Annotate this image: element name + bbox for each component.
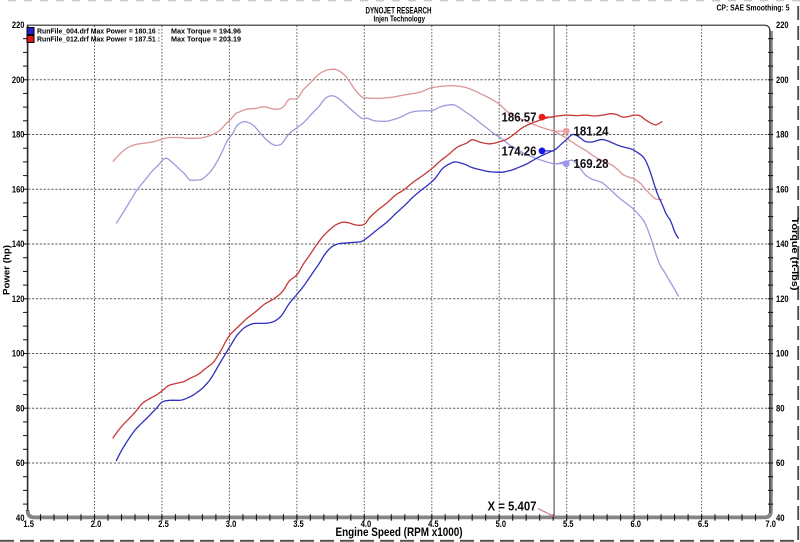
svg-text:120: 120 <box>12 294 25 304</box>
svg-text:120: 120 <box>776 294 789 304</box>
svg-text:160: 160 <box>12 184 25 194</box>
svg-text:2.5: 2.5 <box>158 519 169 529</box>
svg-text:186.57: 186.57 <box>502 110 537 125</box>
svg-text:Torque (ft-lbs): Torque (ft-lbs) <box>790 218 800 291</box>
svg-text:181.24: 181.24 <box>574 124 610 139</box>
svg-text:160: 160 <box>776 184 789 194</box>
svg-text:40: 40 <box>776 513 785 523</box>
svg-text:Power (hp): Power (hp) <box>2 245 12 295</box>
svg-text:RunFile_004.drf Max Power = 18: RunFile_004.drf Max Power = 180.16 : <box>37 26 160 35</box>
svg-text:7.0: 7.0 <box>765 519 776 529</box>
svg-text:2.0: 2.0 <box>91 519 102 529</box>
svg-text:200: 200 <box>12 75 25 85</box>
svg-text:4.5: 4.5 <box>428 519 439 529</box>
svg-text:80: 80 <box>776 403 785 413</box>
svg-text:140: 140 <box>776 239 789 249</box>
svg-text:6.0: 6.0 <box>631 519 642 529</box>
svg-text:140: 140 <box>12 239 25 249</box>
svg-text:5.5: 5.5 <box>563 519 574 529</box>
svg-text:3.5: 3.5 <box>293 519 304 529</box>
svg-text:Injen Technology: Injen Technology <box>374 14 426 23</box>
svg-text:3.0: 3.0 <box>226 519 237 529</box>
svg-text:60: 60 <box>776 458 785 468</box>
svg-text:174.26: 174.26 <box>502 143 537 158</box>
svg-text:180: 180 <box>776 130 789 140</box>
svg-text:100: 100 <box>776 349 789 359</box>
svg-text:1.5: 1.5 <box>23 519 34 529</box>
svg-text:220: 220 <box>776 20 789 30</box>
svg-text:DYNOJET RESEARCH: DYNOJET RESEARCH <box>366 6 432 16</box>
svg-text:RunFile_012.drf Max Power = 18: RunFile_012.drf Max Power = 187.51 : <box>37 34 160 43</box>
svg-text:Max Torque = 194.96: Max Torque = 194.96 <box>171 26 241 35</box>
svg-text:Max Torque = 203.19: Max Torque = 203.19 <box>171 34 241 43</box>
svg-text:220: 220 <box>12 20 25 30</box>
svg-text:180: 180 <box>12 130 25 140</box>
svg-text:5.0: 5.0 <box>496 519 507 529</box>
svg-text:6.5: 6.5 <box>698 519 709 529</box>
svg-text:200: 200 <box>776 75 789 85</box>
svg-text:60: 60 <box>16 458 25 468</box>
svg-text:X = 5.407: X = 5.407 <box>488 499 537 514</box>
svg-text:40: 40 <box>16 513 25 523</box>
svg-text:CP: SAE Smoothing: 5: CP: SAE Smoothing: 5 <box>717 3 790 12</box>
svg-text:80: 80 <box>16 403 25 413</box>
svg-text:100: 100 <box>12 349 25 359</box>
svg-text:Engine Speed (RPM x1000): Engine Speed (RPM x1000) <box>336 527 463 539</box>
svg-text:4.0: 4.0 <box>361 519 372 529</box>
svg-text:169.28: 169.28 <box>574 156 609 171</box>
